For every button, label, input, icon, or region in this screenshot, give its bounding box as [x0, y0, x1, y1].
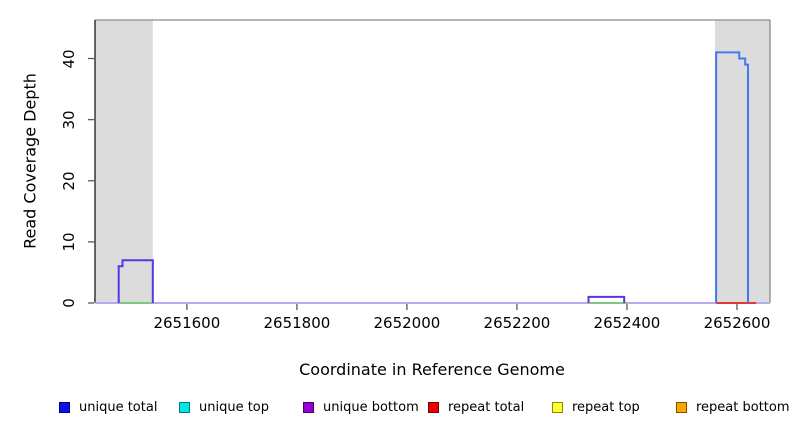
repeat-total-swatch-icon: [428, 401, 439, 413]
unique-bottom-swatch-icon: [303, 401, 314, 413]
series-unique-total-right-peak: [715, 51, 749, 303]
legend-label: repeat bottom: [696, 399, 790, 415]
series-unique-bottom-left-peak: [117, 259, 154, 303]
shaded-region-right: [714, 20, 770, 303]
legend-item-repeat-bottom: repeat bottom: [676, 399, 790, 415]
legend-item-unique-bottom: unique bottom: [303, 399, 419, 415]
shaded-region-left: [95, 20, 153, 303]
legend-item-repeat-top: repeat top: [552, 399, 640, 415]
y-tick-label: 40: [60, 48, 78, 69]
x-tick-label: 2651800: [263, 314, 331, 332]
y-axis-title: Read Coverage Depth: [20, 73, 40, 249]
x-tick-label: 2652200: [483, 314, 551, 332]
legend-item-repeat-total: repeat total: [428, 399, 524, 415]
legend-label: unique top: [199, 399, 270, 415]
x-tick-label: 2652000: [373, 314, 441, 332]
series-unique-bottom-middle-bump: [587, 295, 626, 303]
y-tick-label: 30: [60, 110, 78, 130]
legend-label: unique bottom: [323, 399, 419, 415]
x-tick-label: 2652600: [703, 314, 771, 332]
y-tick-label: 0: [60, 298, 78, 308]
unique-top-swatch-icon: [179, 401, 190, 413]
y-tick-label: 20: [60, 171, 78, 191]
legend-item-unique-top: unique top: [179, 399, 269, 415]
legend-label: repeat top: [572, 399, 640, 415]
y-tick-label: 10: [60, 232, 78, 252]
x-axis-title: Coordinate in Reference Genome: [299, 360, 565, 379]
x-tick-label: 2652400: [593, 314, 661, 332]
legend-label: repeat total: [448, 399, 525, 415]
unique-total-swatch-icon: [59, 401, 70, 413]
x-tick-label: 2651600: [153, 314, 221, 332]
repeat-top-swatch-icon: [552, 401, 563, 413]
legend-label: unique total: [79, 399, 158, 415]
legend-item-unique-total: unique total: [59, 399, 157, 415]
repeat-bottom-swatch-icon: [676, 401, 687, 413]
